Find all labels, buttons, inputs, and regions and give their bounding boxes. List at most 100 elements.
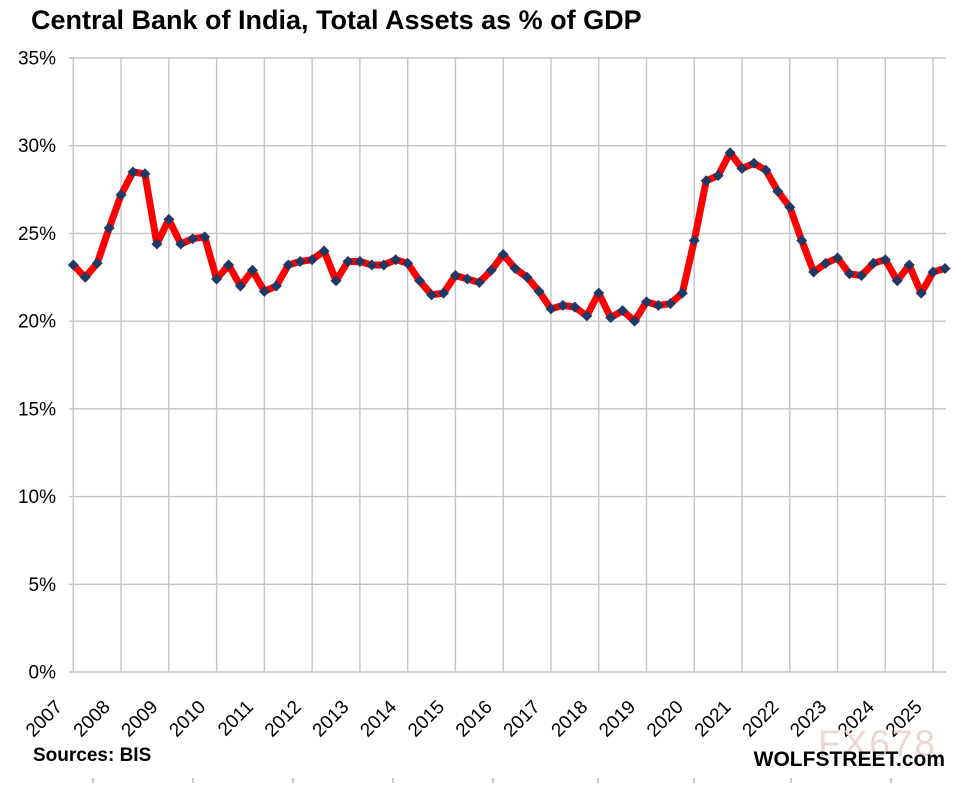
x-tick-label: 2021 — [691, 697, 736, 742]
y-tick-label: 35% — [18, 49, 56, 70]
data-point-marker — [330, 275, 342, 287]
bottom-artifact-tick — [597, 778, 599, 783]
x-tick-label: 2009 — [118, 697, 163, 742]
y-tick-label: 20% — [18, 312, 56, 333]
watermark: FX678 — [818, 723, 938, 764]
x-tick-label: 2016 — [452, 697, 497, 742]
y-tick-label: 15% — [18, 399, 56, 420]
gridlines — [69, 57, 946, 673]
x-tick-label: 2007 — [22, 697, 67, 742]
bottom-artifact-tick — [92, 778, 94, 783]
site-credit: WOLFSTREET.com — [753, 748, 945, 771]
data-point-marker — [473, 277, 485, 289]
x-tick-label: 2010 — [165, 697, 210, 742]
data-point-marker — [402, 257, 414, 269]
x-tick-label: 2014 — [356, 696, 401, 741]
data-point-marker — [641, 296, 652, 308]
data-point-marker — [378, 259, 390, 271]
data-point-marker — [426, 289, 438, 301]
data-point-marker — [509, 263, 521, 275]
data-point-marker — [270, 280, 282, 292]
data-point-marker — [211, 273, 223, 285]
data-point-marker — [175, 238, 187, 250]
x-tick-label: 2012 — [261, 697, 306, 742]
x-tick-label: 2011 — [214, 697, 258, 741]
data-point-marker — [485, 264, 497, 276]
bottom-artifact-tick — [492, 778, 494, 783]
data-point-marker — [199, 231, 211, 243]
x-tick-label: 2020 — [643, 697, 688, 742]
data-point-marker — [366, 259, 378, 271]
y-tick-label: 0% — [29, 663, 57, 684]
data-point-marker — [748, 157, 760, 169]
x-axis-labels: 2007 2008 2009 2010 2011 2012 2013 2014 2015 2016… — [22, 696, 927, 741]
y-tick-label: 25% — [18, 224, 56, 245]
data-point-marker — [891, 275, 903, 287]
data-point-marker — [414, 275, 426, 287]
data-point-marker — [820, 257, 832, 269]
bottom-artifact-tick — [890, 778, 892, 783]
data-point-marker — [557, 299, 569, 311]
data-point-marker — [581, 310, 593, 322]
data-point-marker — [652, 299, 664, 311]
data-point-marker — [246, 264, 258, 276]
x-tick-label: 2022 — [739, 697, 784, 742]
bottom-artifact-tick — [392, 778, 394, 783]
x-tick-label: 2015 — [404, 697, 449, 742]
data-point-marker — [903, 259, 915, 271]
data-point-marker — [103, 222, 115, 234]
data-point-marker — [187, 233, 199, 245]
series-markers — [67, 147, 951, 327]
chart-title: Central Bank of India, Total Assets as %… — [31, 5, 642, 35]
data-point-marker — [629, 315, 641, 327]
data-point-marker — [664, 298, 676, 310]
data-point-marker — [127, 166, 139, 178]
data-point-marker — [223, 259, 235, 271]
data-point-marker — [676, 287, 688, 299]
bottom-artifact-tick — [693, 778, 695, 783]
data-point-marker — [91, 257, 103, 269]
data-point-marker — [497, 248, 509, 260]
data-point-marker — [318, 245, 330, 257]
data-point-marker — [437, 287, 449, 299]
bottom-artifact-tick — [790, 778, 792, 783]
x-tick-label: 2019 — [595, 697, 640, 742]
data-point-marker — [844, 268, 856, 280]
data-point-marker — [67, 259, 79, 271]
data-point-marker — [879, 254, 891, 266]
data-point-marker — [258, 285, 270, 297]
data-point-marker — [390, 254, 402, 266]
data-point-marker — [163, 213, 175, 225]
data-point-marker — [521, 271, 533, 283]
data-point-marker — [700, 175, 712, 187]
data-point-marker — [545, 303, 557, 315]
data-point-marker — [736, 163, 748, 175]
data-point-marker — [796, 234, 808, 246]
data-point-marker — [79, 271, 91, 283]
x-tick-label: 2017 — [500, 697, 545, 742]
data-point-marker — [688, 234, 700, 246]
y-tick-label: 5% — [29, 575, 57, 596]
data-point-marker — [342, 255, 354, 267]
data-point-marker — [808, 266, 820, 278]
data-point-marker — [306, 254, 318, 266]
data-point-marker — [927, 266, 939, 278]
data-point-marker — [282, 259, 294, 271]
data-point-marker — [294, 255, 306, 267]
data-point-marker — [234, 280, 246, 292]
bottom-artifact-tick — [192, 778, 194, 783]
data-point-marker — [867, 257, 879, 269]
data-point-marker — [139, 168, 151, 180]
y-tick-label: 30% — [18, 136, 56, 157]
data-point-marker — [449, 270, 461, 282]
data-point-marker — [915, 287, 927, 299]
data-point-marker — [855, 270, 867, 282]
source-note: Sources: BIS — [33, 745, 152, 766]
data-point-marker — [151, 238, 163, 250]
data-point-marker — [533, 285, 545, 297]
y-tick-label: 10% — [18, 487, 56, 508]
data-point-marker — [354, 255, 366, 267]
data-point-marker — [724, 147, 736, 159]
